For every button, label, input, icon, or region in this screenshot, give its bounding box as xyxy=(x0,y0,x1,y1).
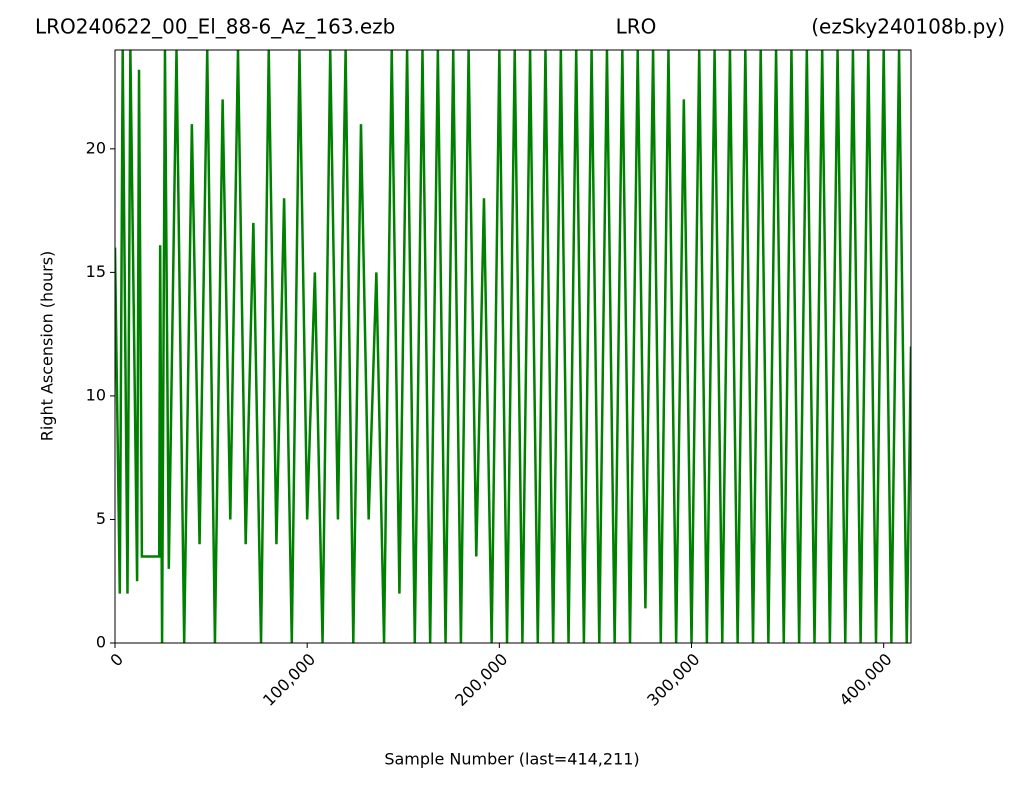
data-line xyxy=(115,50,911,643)
y-tick-label: 0 xyxy=(96,633,106,652)
y-tick-label: 10 xyxy=(86,385,106,404)
x-tick-label: 200,000 xyxy=(451,650,511,710)
y-tick-label: 5 xyxy=(96,509,106,528)
x-tick-label: 400,000 xyxy=(835,650,895,710)
y-tick-label: 15 xyxy=(86,262,106,281)
x-tick-label: 0 xyxy=(106,650,127,671)
y-tick-label: 20 xyxy=(86,138,106,157)
x-tick-label: 100,000 xyxy=(259,650,319,710)
y-axis-label: Right Ascension (hours) xyxy=(38,251,57,442)
chart-title-center: LRO xyxy=(616,15,657,39)
chart-title-left: LRO240622_00_El_88-6_Az_163.ezb xyxy=(35,15,395,39)
x-tick-label: 300,000 xyxy=(643,650,703,710)
x-axis-label: Sample Number (last=414,211) xyxy=(384,750,639,769)
chart-title-right: (ezSky240108b.py) xyxy=(811,15,1005,39)
plot-frame xyxy=(114,49,912,644)
